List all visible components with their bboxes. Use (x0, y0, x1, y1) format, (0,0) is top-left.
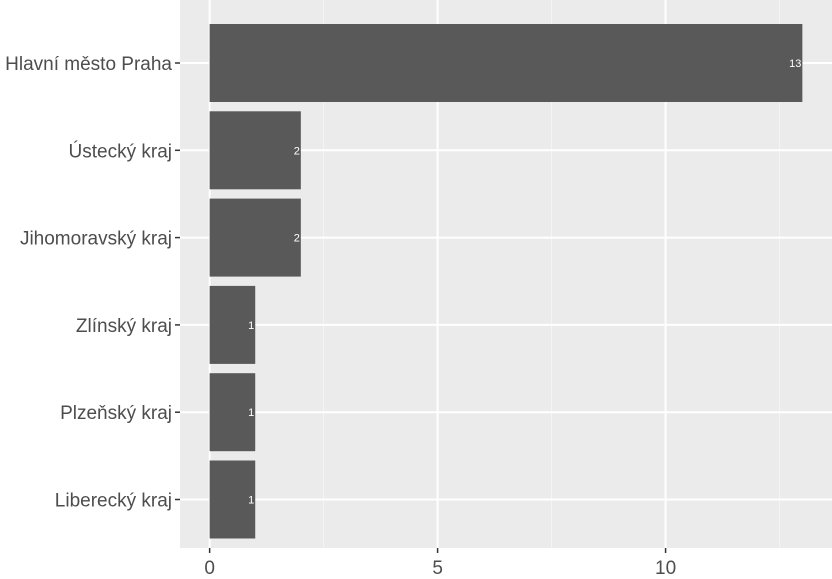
bar-value-label: 1 (248, 407, 254, 419)
y-axis: Hlavní město Praha Ústecký kraj Jihomoravs… (5, 54, 180, 512)
y-tick-label: Jihomoravský kraj (20, 229, 172, 250)
y-tick-label: Plzeňský kraj (60, 403, 172, 424)
y-tick-label: Liberecký kraj (55, 491, 172, 512)
bar (209, 373, 256, 452)
bar-value-label: 1 (248, 495, 254, 507)
x-tick-label: 10 (655, 558, 676, 579)
bar (209, 198, 301, 277)
bar-value-label: 13 (789, 58, 801, 70)
bar (209, 285, 256, 364)
bars (209, 24, 803, 539)
bar (209, 460, 256, 539)
bar (209, 111, 301, 190)
bar-value-labels: 13 2 2 1 1 1 (248, 58, 801, 507)
bar-value-label: 2 (294, 233, 300, 245)
bar (209, 24, 803, 102)
x-axis: 0 5 10 (204, 548, 676, 579)
x-tick-label: 0 (204, 558, 215, 579)
y-tick-label: Ústecký kraj (69, 140, 172, 162)
y-tick-label: Hlavní město Praha (5, 54, 172, 75)
y-tick-label: Zlínský kraj (76, 316, 172, 337)
bar-value-label: 1 (248, 320, 254, 332)
bar-value-label: 2 (294, 145, 300, 157)
x-tick-label: 5 (432, 558, 443, 579)
